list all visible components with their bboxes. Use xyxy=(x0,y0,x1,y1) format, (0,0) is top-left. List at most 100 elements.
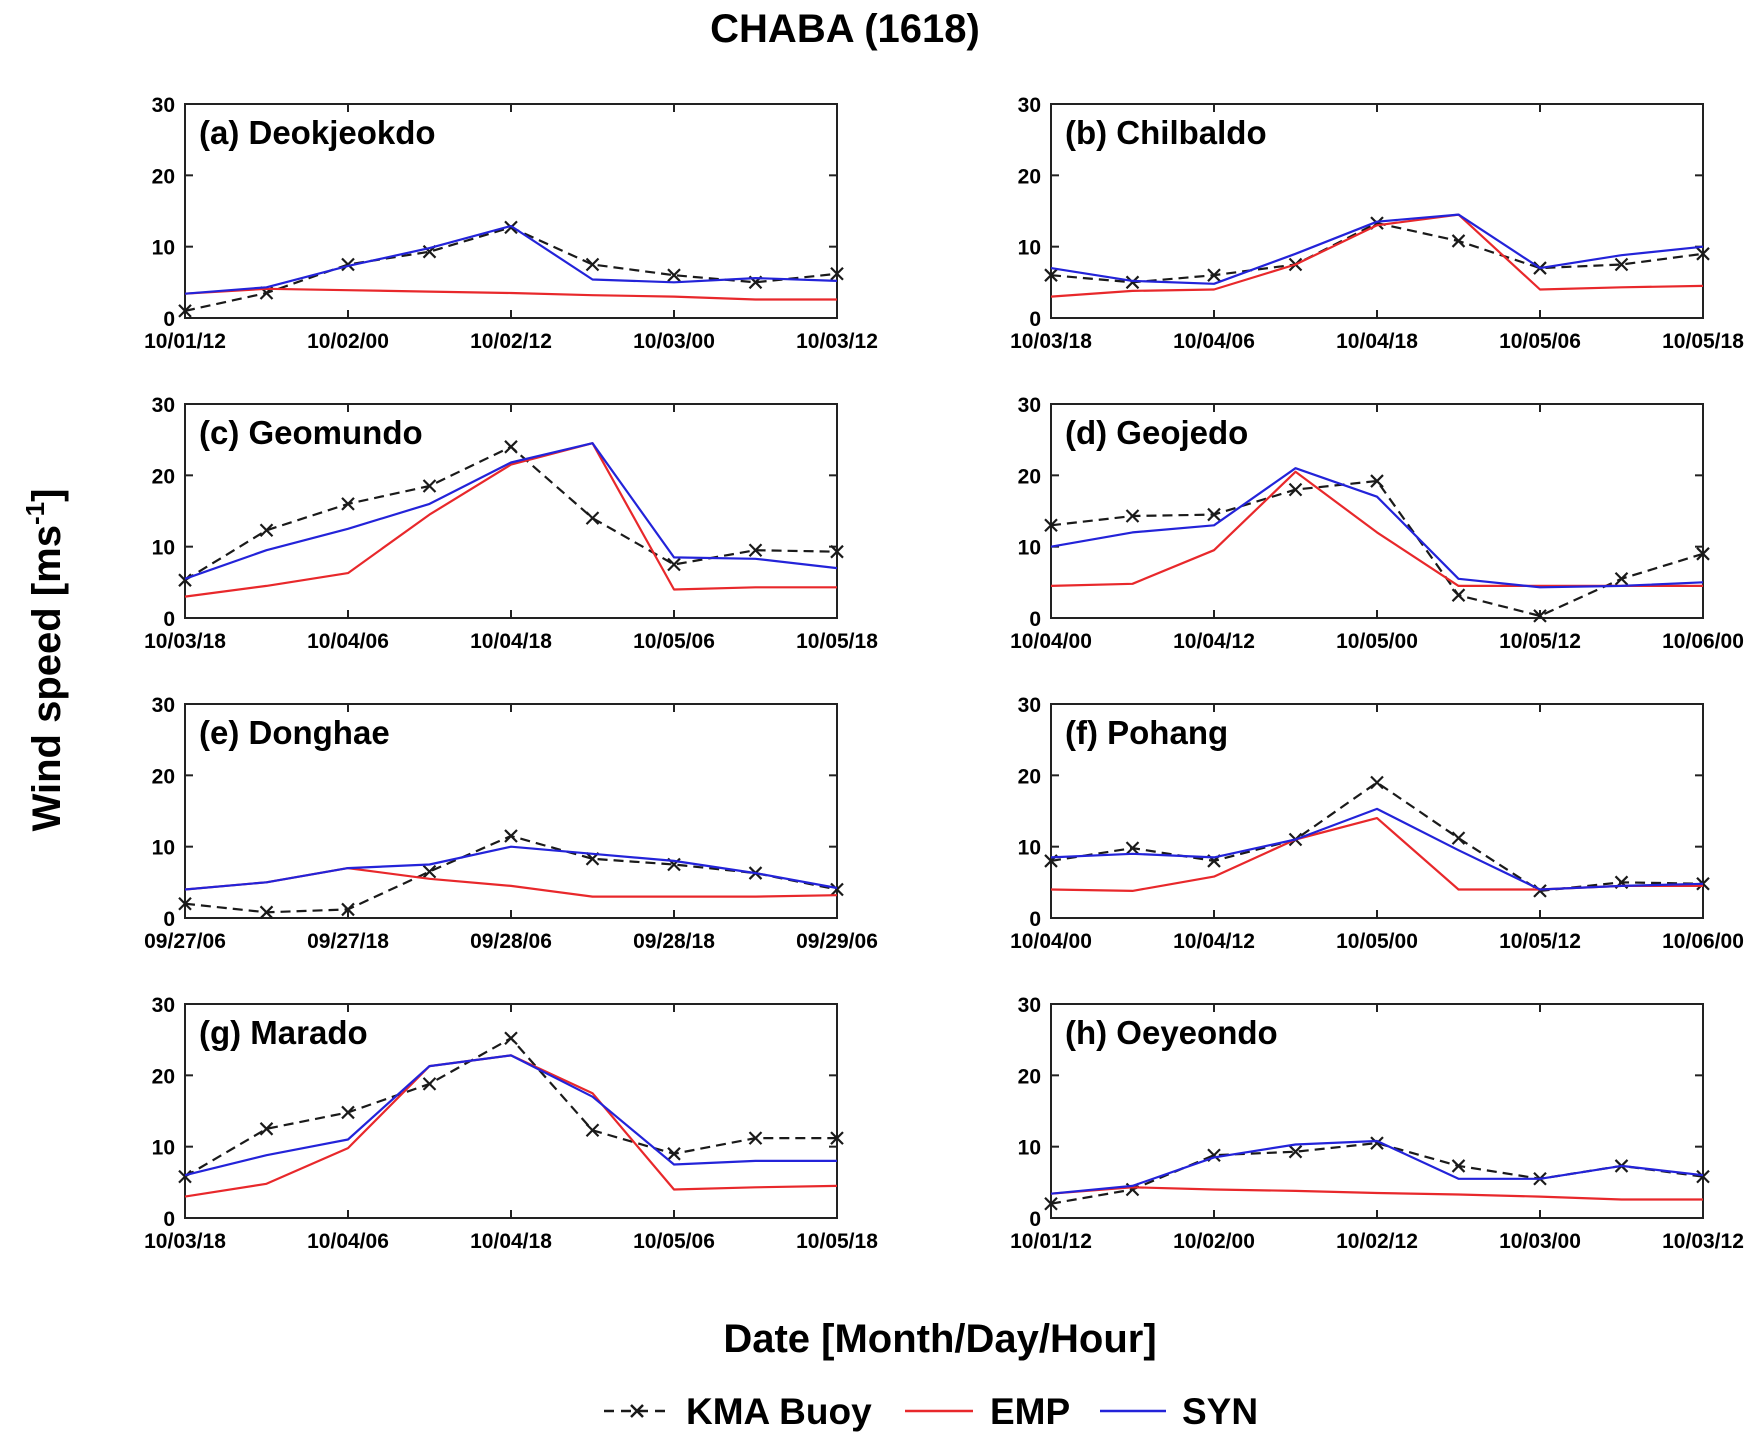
data-point-kma-buoy xyxy=(422,1077,437,1091)
y-tick-label: 0 xyxy=(163,308,175,331)
data-point-kma-buoy xyxy=(422,864,437,879)
data-point-kma-buoy xyxy=(1125,841,1140,855)
y-tick-label: 20 xyxy=(1018,465,1041,488)
panel-axes-d-geojedo xyxy=(1050,403,1704,619)
y-tick-label: 0 xyxy=(1029,608,1041,631)
panel-e-donghae: 0 10 20 30 09/27/06 09/27/18 09/28/06 09/28/18 0… xyxy=(144,694,878,953)
series-line-emp xyxy=(1050,1186,1703,1201)
y-tick-label: 10 xyxy=(152,537,175,560)
x-tick-label: 10/04/18 xyxy=(470,630,552,653)
data-point-kma-buoy xyxy=(1696,247,1710,261)
data-point-kma-buoy xyxy=(1533,609,1547,623)
y-tick-label: 0 xyxy=(1029,1208,1041,1231)
y-tick-label: 20 xyxy=(152,165,175,188)
x-tick-label: 10/02/00 xyxy=(307,330,389,353)
data-point-kma-buoy xyxy=(341,257,355,272)
series-line-emp xyxy=(184,287,837,301)
x-tick-label: 10/05/18 xyxy=(796,1230,878,1253)
series-line-emp xyxy=(1050,213,1704,298)
data-point-kma-buoy xyxy=(667,1147,681,1161)
panel-axes-b-chilbaldo xyxy=(1050,103,1704,319)
panel-d-geojedo: 0 10 20 30 10/04/00 10/04/12 10/05/00 10/05/12 1… xyxy=(1010,394,1744,653)
x-tick-label: 10/03/18 xyxy=(144,630,226,653)
y-tick-label: 10 xyxy=(152,1137,175,1160)
y-tick-label: 10 xyxy=(152,837,175,860)
legend-entry-syn: SYN xyxy=(1100,1391,1258,1432)
y-tick-label: 30 xyxy=(1018,994,1041,1017)
series-line-syn xyxy=(1050,807,1704,891)
data-point-kma-buoy xyxy=(259,1122,274,1136)
y-axis-label-superscript: -1 xyxy=(20,502,50,525)
x-tick-label: 10/03/18 xyxy=(1010,330,1092,353)
y-tick-label: 30 xyxy=(152,94,175,117)
y-tick-label: 20 xyxy=(1018,1065,1041,1088)
data-point-kma-buoy xyxy=(585,257,600,272)
series-line-syn xyxy=(184,442,838,580)
y-tick-label: 30 xyxy=(152,394,175,417)
x-tick-label: 09/27/06 xyxy=(144,930,226,953)
x-tick-label: 10/06/00 xyxy=(1662,930,1744,953)
panel-c-geomundo: 0 10 20 30 10/03/18 10/04/06 10/04/18 10/05/06 1… xyxy=(144,394,878,653)
y-tick-label: 20 xyxy=(152,1065,175,1088)
data-point-kma-buoy xyxy=(1451,588,1466,602)
y-tick-label: 30 xyxy=(1018,694,1041,717)
data-point-kma-buoy xyxy=(1125,509,1140,523)
series-line-kma-buoy xyxy=(1050,479,1704,618)
y-axis-label-text: Wind speed [ms xyxy=(25,525,69,831)
x-tick-label: 10/05/00 xyxy=(1336,630,1418,653)
legend-kma-buoy-label: KMA Buoy xyxy=(686,1391,872,1432)
data-point-kma-buoy xyxy=(1288,1144,1303,1159)
series-line-syn xyxy=(1050,467,1704,589)
data-point-kma-buoy xyxy=(1207,268,1221,282)
data-point-kma-buoy xyxy=(341,1105,355,1120)
data-point-kma-buoy xyxy=(1044,1196,1058,1211)
panel-f-pohang: 0 10 20 30 10/04/00 10/04/12 10/05/00 10/05/12 1… xyxy=(1010,694,1744,953)
x-tick-label: 10/05/00 xyxy=(1336,930,1418,953)
data-point-kma-buoy xyxy=(504,440,518,454)
data-point-kma-buoy xyxy=(504,220,518,235)
data-point-kma-buoy xyxy=(830,544,844,559)
x-tick-label: 10/05/06 xyxy=(633,1230,715,1253)
data-point-kma-buoy xyxy=(504,1031,518,1046)
data-point-kma-buoy xyxy=(1696,1169,1710,1184)
panel-h-oeyeondo: 0 10 20 30 10/01/12 10/02/00 10/02/12 10/03/00 1… xyxy=(1010,994,1744,1253)
panel-title: (e) Donghae xyxy=(199,714,390,751)
data-point-kma-buoy xyxy=(830,1131,844,1145)
x-tick-label: 10/02/12 xyxy=(470,330,552,353)
data-point-kma-buoy xyxy=(1451,1159,1466,1173)
data-point-kma-buoy xyxy=(504,829,518,843)
y-tick-label: 10 xyxy=(152,237,175,260)
data-point-kma-buoy xyxy=(1614,571,1629,586)
x-tick-label: 10/06/00 xyxy=(1662,630,1744,653)
x-tick-label: 10/02/12 xyxy=(1336,1230,1418,1253)
x-tick-label: 10/05/18 xyxy=(796,630,878,653)
data-point-kma-buoy xyxy=(1044,268,1058,282)
x-tick-label: 10/03/00 xyxy=(1499,1230,1581,1253)
x-tick-label: 10/05/06 xyxy=(633,630,715,653)
data-point-kma-buoy xyxy=(341,497,355,511)
y-tick-label: 20 xyxy=(1018,165,1041,188)
panel-title: (b) Chilbaldo xyxy=(1065,114,1267,151)
data-point-kma-buoy xyxy=(585,1123,600,1138)
data-point-kma-buoy xyxy=(1614,257,1629,272)
figure-title: CHABA (1618) xyxy=(710,7,980,51)
y-tick-label: 30 xyxy=(1018,94,1041,117)
y-tick-label: 30 xyxy=(152,994,175,1017)
y-tick-label: 30 xyxy=(152,694,175,717)
panel-title: (a) Deokjeokdo xyxy=(199,114,436,151)
data-point-kma-buoy xyxy=(1370,474,1384,488)
legend-syn-label: SYN xyxy=(1182,1391,1258,1432)
x-tick-label: 10/04/06 xyxy=(1173,330,1255,353)
data-point-kma-buoy xyxy=(259,905,274,920)
data-point-kma-buoy xyxy=(1370,1136,1384,1150)
x-tick-label: 10/03/00 xyxy=(633,330,715,353)
data-point-kma-buoy xyxy=(667,557,681,572)
x-tick-label: 09/28/06 xyxy=(470,930,552,953)
x-tick-label: 09/28/18 xyxy=(633,930,715,953)
series-line-syn xyxy=(184,845,838,891)
data-point-kma-buoy xyxy=(1370,775,1384,790)
x-tick-label: 10/01/12 xyxy=(144,330,226,353)
y-tick-label: 10 xyxy=(1018,237,1041,260)
legend-entry-emp: EMP xyxy=(905,1391,1070,1432)
y-axis-label: Wind speed [ms-1] xyxy=(20,489,69,832)
